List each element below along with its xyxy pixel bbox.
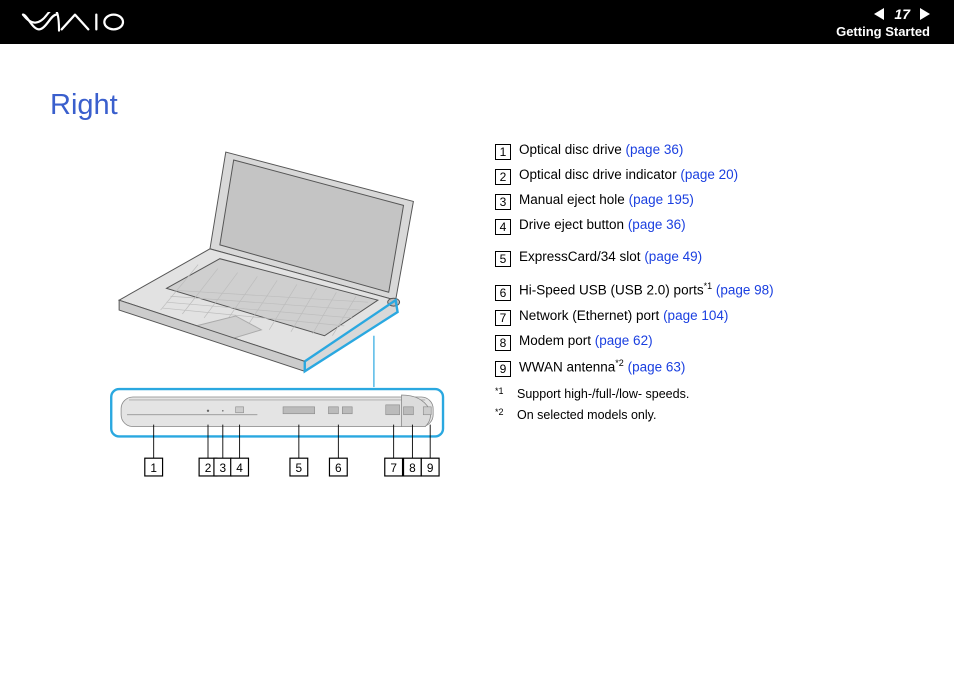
item-row: 2 Optical disc drive indicator (page 20) xyxy=(495,167,914,183)
item-label: Optical disc drive indicator (page 20) xyxy=(519,167,738,182)
page-link[interactable]: (page 36) xyxy=(626,142,684,157)
item-number-box: 3 xyxy=(495,194,511,210)
item-label: Network (Ethernet) port (page 104) xyxy=(519,308,728,323)
item-number-box: 1 xyxy=(495,144,511,160)
page-link[interactable]: (page 63) xyxy=(628,359,686,374)
page-number: 17 xyxy=(894,6,910,22)
next-page-icon[interactable] xyxy=(920,8,930,20)
item-label: Drive eject button (page 36) xyxy=(519,217,686,232)
footnote-key: *1 xyxy=(495,386,517,400)
svg-text:9: 9 xyxy=(427,461,434,475)
svg-text:1: 1 xyxy=(150,461,157,475)
item-number-box: 4 xyxy=(495,219,511,235)
item-label: ExpressCard/34 slot (page 49) xyxy=(519,249,702,264)
svg-text:4: 4 xyxy=(236,461,243,475)
section-label: Getting Started xyxy=(836,24,930,39)
page-link[interactable]: (page 20) xyxy=(680,167,738,182)
item-row: 7 Network (Ethernet) port (page 104) xyxy=(495,308,914,324)
svg-text:7: 7 xyxy=(390,461,397,475)
item-label: Modem port (page 62) xyxy=(519,333,653,348)
superscript: *2 xyxy=(615,358,624,368)
item-row: 5 ExpressCard/34 slot (page 49) xyxy=(495,249,914,265)
laptop-diagram: 1 234 5 6 789 xyxy=(50,140,445,490)
item-number-box: 7 xyxy=(495,310,511,326)
item-row: 9 WWAN antenna*2 (page 63) xyxy=(495,358,914,376)
page-nav: 17 xyxy=(874,6,930,22)
superscript: *1 xyxy=(704,281,713,291)
item-number-box: 8 xyxy=(495,335,511,351)
item-row: 4 Drive eject button (page 36) xyxy=(495,217,914,233)
laptop-iso xyxy=(119,152,413,371)
prev-page-icon[interactable] xyxy=(874,8,884,20)
item-label: Manual eject hole (page 195) xyxy=(519,192,694,207)
item-label: WWAN antenna*2 (page 63) xyxy=(519,358,685,375)
item-number-box: 9 xyxy=(495,361,511,377)
figure-column: 1 234 5 6 789 xyxy=(50,140,445,495)
svg-text:3: 3 xyxy=(220,461,227,475)
page-link[interactable]: (page 62) xyxy=(595,333,653,348)
item-label: Optical disc drive (page 36) xyxy=(519,142,683,157)
footnote-row: *2On selected models only. xyxy=(495,408,914,422)
page-link[interactable]: (page 104) xyxy=(663,308,728,323)
footnote-text: On selected models only. xyxy=(517,408,656,422)
page-title: Right xyxy=(50,89,914,122)
body-row: 123456789 1Optical disc drive (page 36)2… xyxy=(50,140,914,495)
item-number-box: 2 xyxy=(495,169,511,185)
svg-text:8: 8 xyxy=(409,461,416,475)
page-link[interactable]: (page 98) xyxy=(716,283,774,298)
item-row: 1 Optical disc drive (page 36) xyxy=(495,142,914,158)
header-bar: 17 Getting Started xyxy=(0,0,954,44)
content: Right xyxy=(0,44,954,495)
page-link[interactable]: (page 49) xyxy=(644,249,702,264)
item-list: 1 Optical disc drive (page 36) 2 Optical di… xyxy=(495,142,914,375)
page-link[interactable]: (page 36) xyxy=(628,217,686,232)
item-label: Hi-Speed USB (USB 2.0) ports*1 (page 98) xyxy=(519,281,774,298)
item-number-box: 5 xyxy=(495,251,511,267)
svg-text:6: 6 xyxy=(335,461,342,475)
footnote-text: Support high-/full-/low- speeds. xyxy=(517,387,689,401)
footnote-row: *1Support high-/full-/low- speeds. xyxy=(495,387,914,401)
item-number-box: 6 xyxy=(495,285,511,301)
svg-text:5: 5 xyxy=(296,461,303,475)
page-link[interactable]: (page 195) xyxy=(629,192,694,207)
item-row: 3 Manual eject hole (page 195) xyxy=(495,192,914,208)
list-column: 1 Optical disc drive (page 36) 2 Optical di… xyxy=(495,140,914,429)
svg-text:2: 2 xyxy=(205,461,212,475)
item-row: 6 Hi-Speed USB (USB 2.0) ports*1 (page 98… xyxy=(495,281,914,299)
item-row: 8 Modem port (page 62) xyxy=(495,333,914,349)
vaio-logo xyxy=(20,12,130,32)
header-right: 17 Getting Started xyxy=(836,6,930,39)
footnotes: *1Support high-/full-/low- speeds.*2On s… xyxy=(495,387,914,422)
footnote-key: *2 xyxy=(495,407,517,421)
